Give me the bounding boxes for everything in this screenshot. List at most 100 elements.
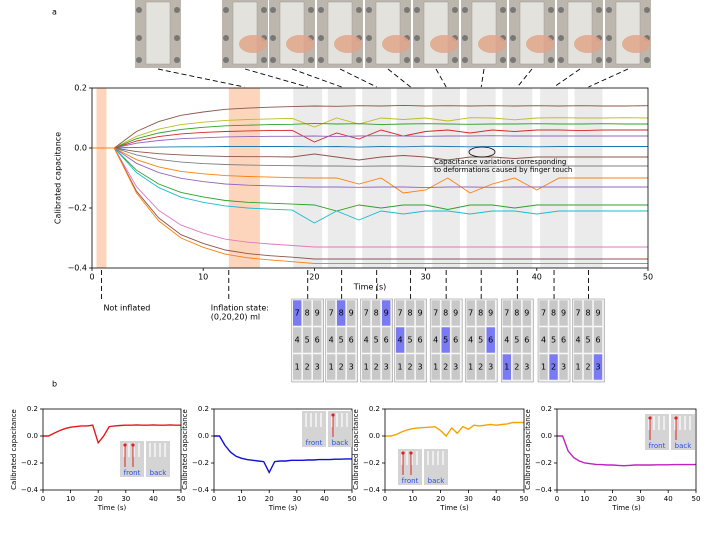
data-line	[92, 147, 648, 260]
keypad-cell	[538, 326, 549, 354]
keypad-cell	[593, 326, 603, 354]
x-tick-label: 50	[692, 495, 701, 503]
y-tick-label: −0.4	[363, 486, 381, 494]
keypad-digit: 8	[551, 309, 556, 318]
keypad-cell	[336, 326, 346, 354]
keypad-cell	[522, 353, 532, 381]
data-line	[92, 117, 649, 149]
keypad-digit: 3	[488, 363, 493, 372]
keypad-digit: 3	[315, 363, 320, 372]
keypad-digit: 9	[418, 309, 423, 318]
keypad-cell	[583, 326, 593, 354]
x-tick-label: 40	[532, 273, 542, 282]
data-line	[92, 145, 648, 149]
keypad-cell	[415, 299, 425, 327]
keypad-digit: 7	[398, 309, 403, 318]
keypad-digit: 3	[561, 363, 566, 372]
y-tick-label: −0.4	[192, 486, 210, 494]
photo-panel	[615, 1, 641, 65]
keypad-digit: 1	[329, 363, 334, 372]
y-tick-label: 0.2	[541, 405, 552, 413]
keypad-cell	[538, 299, 549, 327]
keypad-digit: 7	[541, 309, 546, 318]
connector	[291, 68, 342, 88]
keypad-cell	[593, 299, 603, 327]
y-tick-label: −0.2	[68, 204, 87, 213]
photo-bolt	[270, 7, 276, 13]
touch-window	[432, 88, 461, 268]
y-axis-label: Calibrated capacitance	[524, 409, 532, 490]
y-tick-label: 0.2	[74, 84, 87, 93]
inset-pin-head	[648, 416, 652, 420]
x-tick-label: 10	[237, 495, 246, 503]
keypad-cell	[405, 299, 415, 327]
keypad-digit: 5	[339, 336, 344, 345]
keypad-cell	[475, 353, 486, 381]
keypad-cell	[326, 299, 336, 327]
inset-pin-head	[131, 443, 135, 447]
connector	[435, 68, 447, 88]
photo-bolt	[223, 7, 229, 13]
annotation: Not inflated	[103, 304, 150, 313]
photo-bolt	[174, 7, 180, 13]
x-tick-label: 10	[198, 273, 208, 282]
keypad-digit: 4	[541, 336, 546, 345]
keypad-digit: 1	[468, 363, 473, 372]
photo-hand	[574, 35, 602, 53]
keypad-cell	[475, 299, 486, 327]
keypad-digit: 6	[524, 336, 529, 345]
y-tick-label: −0.4	[535, 486, 553, 494]
photo-bolt	[261, 7, 267, 13]
keypad-digit: 5	[514, 336, 519, 345]
y-tick-label: 0.0	[27, 432, 38, 440]
photo-bolt	[596, 57, 602, 63]
keypad-cell	[440, 353, 451, 381]
keypad-digit: 1	[433, 363, 438, 372]
keypad-cell	[502, 353, 512, 381]
photo-hand	[334, 35, 362, 53]
keypad-digit: 5	[305, 336, 310, 345]
keypad-cell	[450, 353, 461, 381]
keypad-digit: 4	[398, 336, 403, 345]
inset-pin-head	[409, 451, 413, 455]
photo-bolt	[510, 7, 516, 13]
keypad-cell	[430, 353, 441, 381]
plot-frame	[384, 408, 525, 491]
inflation-span	[228, 88, 260, 268]
keypad-digit: 2	[408, 363, 413, 372]
keypad-digit: 8	[443, 309, 448, 318]
y-axis-label: Calibrated capacitance	[54, 132, 63, 224]
keypad-digit: 7	[433, 309, 438, 318]
photo-hand	[382, 35, 410, 53]
keypad-digit: 3	[349, 363, 354, 372]
keypad-cell	[465, 326, 476, 354]
photo-bolt	[270, 57, 276, 63]
keypad-digit: 2	[514, 363, 519, 372]
annotation-ellipse	[468, 146, 496, 158]
photo-bolt	[356, 7, 362, 13]
connector	[480, 68, 485, 88]
keypad-cell	[292, 299, 302, 327]
inset-pin-head	[123, 443, 127, 447]
photo-panel	[423, 1, 449, 65]
touch-window	[396, 88, 425, 268]
keypad-digit: 5	[408, 336, 413, 345]
data-line	[557, 435, 696, 467]
y-tick-label: 0.2	[198, 405, 209, 413]
photo-panel	[279, 1, 305, 65]
x-tick-label: 40	[320, 495, 329, 503]
keypad-digit: 5	[478, 336, 483, 345]
panel-label: b	[52, 380, 57, 389]
y-tick-label: 0.2	[27, 405, 38, 413]
inset-label: front	[124, 469, 141, 477]
x-axis-label: Time (s)	[439, 504, 469, 512]
x-tick-label: 40	[664, 495, 673, 503]
photo-bolt	[318, 7, 324, 13]
annotation: (0,20,20) ml	[211, 313, 260, 322]
x-axis-label: Time (s)	[97, 504, 127, 512]
photo-hand	[478, 35, 506, 53]
keypad-digit: 5	[585, 336, 590, 345]
photo-bolt	[414, 7, 420, 13]
keypad-cell	[312, 326, 322, 354]
keypad-digit: 9	[315, 309, 320, 318]
